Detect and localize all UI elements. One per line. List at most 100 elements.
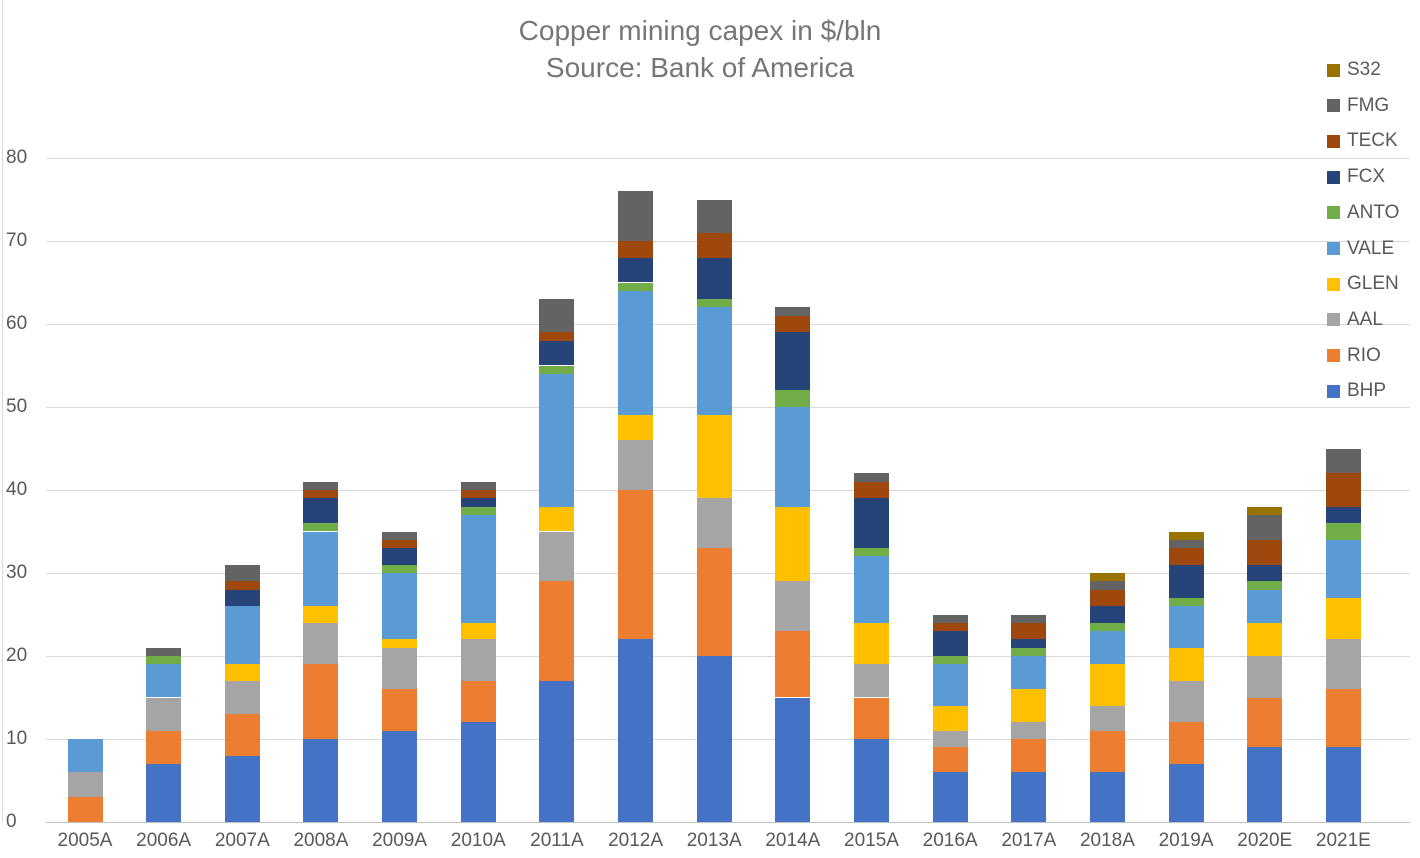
- bar-segment-AAL-2019A: [1168, 680, 1204, 723]
- bar-segment-TECK-2020E: [1247, 539, 1283, 565]
- bar-segment-AAL-2015A: [854, 664, 889, 698]
- legend-item-FMG: FMG: [1327, 95, 1389, 116]
- y-tick-label-40: 40: [6, 479, 28, 500]
- bar-segment-RIO-2011A: [539, 581, 575, 681]
- bar-segment-VALE-2013A: [696, 307, 732, 416]
- bar-segment-BHP-2012A: [618, 639, 654, 822]
- bar-segment-FCX-2016A: [932, 631, 968, 656]
- bar-segment-FCX-2021E: [1325, 506, 1361, 524]
- bar-segment-BHP-2006A: [146, 763, 182, 822]
- bar-segment-RIO-2010A: [460, 680, 496, 723]
- x-tick-label-2006A: 2006A: [136, 830, 192, 851]
- bar-segment-S32-2018A: [1089, 573, 1125, 582]
- bar-segment-GLEN-2016A: [932, 705, 968, 731]
- bar-segment-BHP-2020E: [1247, 747, 1283, 822]
- bar-segment-ANTO-2019A: [1168, 597, 1204, 607]
- bar-segment-VALE-2020E: [1247, 589, 1283, 623]
- bar-segment-GLEN-2014A: [775, 506, 811, 582]
- bar-segment-BHP-2007A: [224, 755, 260, 822]
- bar-segment-BHP-2018A: [1089, 772, 1125, 822]
- bar-segment-GLEN-2021E: [1325, 597, 1361, 640]
- bar-segment-AAL-2017A: [1011, 722, 1047, 739]
- y-axis-line: [2, 0, 3, 822]
- bar-segment-VALE-2014A: [775, 407, 811, 507]
- bar-segment-FMG-2014A: [775, 307, 811, 316]
- legend-swatch-VALE: [1327, 242, 1340, 255]
- y-tick-label-10: 10: [6, 728, 28, 749]
- bar-segment-FCX-2019A: [1168, 564, 1204, 598]
- bar-segment-AAL-2020E: [1247, 656, 1283, 698]
- bar-segment-FMG-2012A: [618, 191, 654, 241]
- legend-item-TECK: TECK: [1327, 130, 1398, 151]
- bar-segment-AAL-2010A: [460, 639, 496, 681]
- y-tick-label-70: 70: [6, 230, 28, 251]
- legend-item-VALE: VALE: [1327, 238, 1394, 259]
- bar-segment-BHP-2016A: [932, 772, 968, 822]
- bar-segment-BHP-2013A: [696, 656, 732, 822]
- legend-item-ANTO: ANTO: [1327, 202, 1399, 223]
- bar-segment-AAL-2014A: [775, 581, 811, 632]
- legend-swatch-FCX: [1327, 170, 1340, 184]
- bar-segment-FCX-2008A: [303, 498, 339, 524]
- y-tick-label-60: 60: [6, 313, 28, 334]
- x-tick-label-2019A: 2019A: [1158, 830, 1214, 851]
- legend-item-S32: S32: [1327, 59, 1381, 80]
- bar-segment-ANTO-2009A: [382, 564, 418, 573]
- bar-segment-RIO-2007A: [224, 714, 260, 756]
- bar-segment-S32-2020E: [1247, 506, 1283, 515]
- legend-swatch-GLEN: [1327, 277, 1340, 291]
- bar-segment-BHP-2021E: [1325, 747, 1361, 822]
- bar-segment-RIO-2017A: [1011, 739, 1047, 773]
- legend-swatch-S32: [1327, 63, 1340, 77]
- chart-title-line2: Source: Bank of America: [545, 52, 855, 83]
- bar-segment-ANTO-2011A: [539, 365, 575, 374]
- bar-segment-RIO-2014A: [775, 631, 811, 698]
- bar-segment-BHP-2008A: [303, 739, 339, 822]
- bar-segment-VALE-2007A: [224, 606, 260, 665]
- bar-segment-FMG-2006A: [146, 647, 182, 656]
- bar-segment-GLEN-2020E: [1247, 622, 1283, 656]
- bar-segment-FCX-2013A: [696, 257, 732, 300]
- bar-segment-FMG-2009A: [382, 531, 418, 540]
- bar-segment-VALE-2005A: [67, 739, 103, 773]
- bar-segment-ANTO-2008A: [303, 523, 339, 532]
- y-tick-label-80: 80: [6, 147, 28, 168]
- bar-segment-RIO-2012A: [618, 490, 654, 640]
- bar-segment-AAL-2008A: [303, 622, 339, 665]
- x-tick-label-2005A: 2005A: [57, 830, 113, 851]
- bar-segment-AAL-2016A: [932, 730, 968, 748]
- bar-segment-TECK-2013A: [696, 232, 732, 258]
- legend-label-AAL: AAL: [1347, 308, 1383, 330]
- bar-segment-GLEN-2015A: [854, 622, 889, 665]
- bar-segment-TECK-2007A: [224, 581, 260, 590]
- bar-segment-FCX-2012A: [618, 257, 654, 283]
- bar-segment-RIO-2013A: [696, 548, 732, 656]
- bar-segment-FCX-2010A: [460, 498, 496, 507]
- legend-item-RIO: RIO: [1327, 345, 1381, 366]
- bar-segment-FMG-2008A: [303, 481, 339, 490]
- legend-item-FCX: FCX: [1327, 166, 1385, 187]
- y-tick-label-0: 0: [6, 811, 17, 832]
- bar-segment-AAL-2007A: [224, 680, 260, 715]
- bar-segment-VALE-2019A: [1168, 606, 1204, 648]
- legend-swatch-RIO: [1327, 349, 1340, 363]
- bar-segment-GLEN-2007A: [224, 664, 260, 681]
- legend-label-S32: S32: [1347, 59, 1381, 80]
- bar-segment-RIO-2008A: [303, 664, 339, 739]
- legend-swatch-BHP: [1327, 384, 1340, 398]
- legend-label-BHP: BHP: [1347, 380, 1387, 402]
- bar-segment-GLEN-2019A: [1168, 647, 1204, 681]
- bar-segment-ANTO-2018A: [1089, 622, 1125, 632]
- bar-segment-ANTO-2021E: [1325, 523, 1361, 540]
- y-tick-label-30: 30: [6, 562, 28, 583]
- bar-segment-TECK-2017A: [1011, 622, 1047, 640]
- bar-segment-GLEN-2018A: [1089, 664, 1125, 706]
- bar-segment-TECK-2021E: [1325, 473, 1361, 507]
- bar-segment-GLEN-2012A: [618, 415, 654, 441]
- bar-segment-GLEN-2008A: [303, 606, 339, 623]
- bar-segment-ANTO-2020E: [1247, 581, 1283, 590]
- bar-segment-GLEN-2010A: [460, 622, 496, 640]
- y-tick-label-20: 20: [6, 645, 28, 666]
- bar-segment-RIO-2016A: [932, 747, 968, 773]
- bar-segment-BHP-2011A: [539, 680, 575, 822]
